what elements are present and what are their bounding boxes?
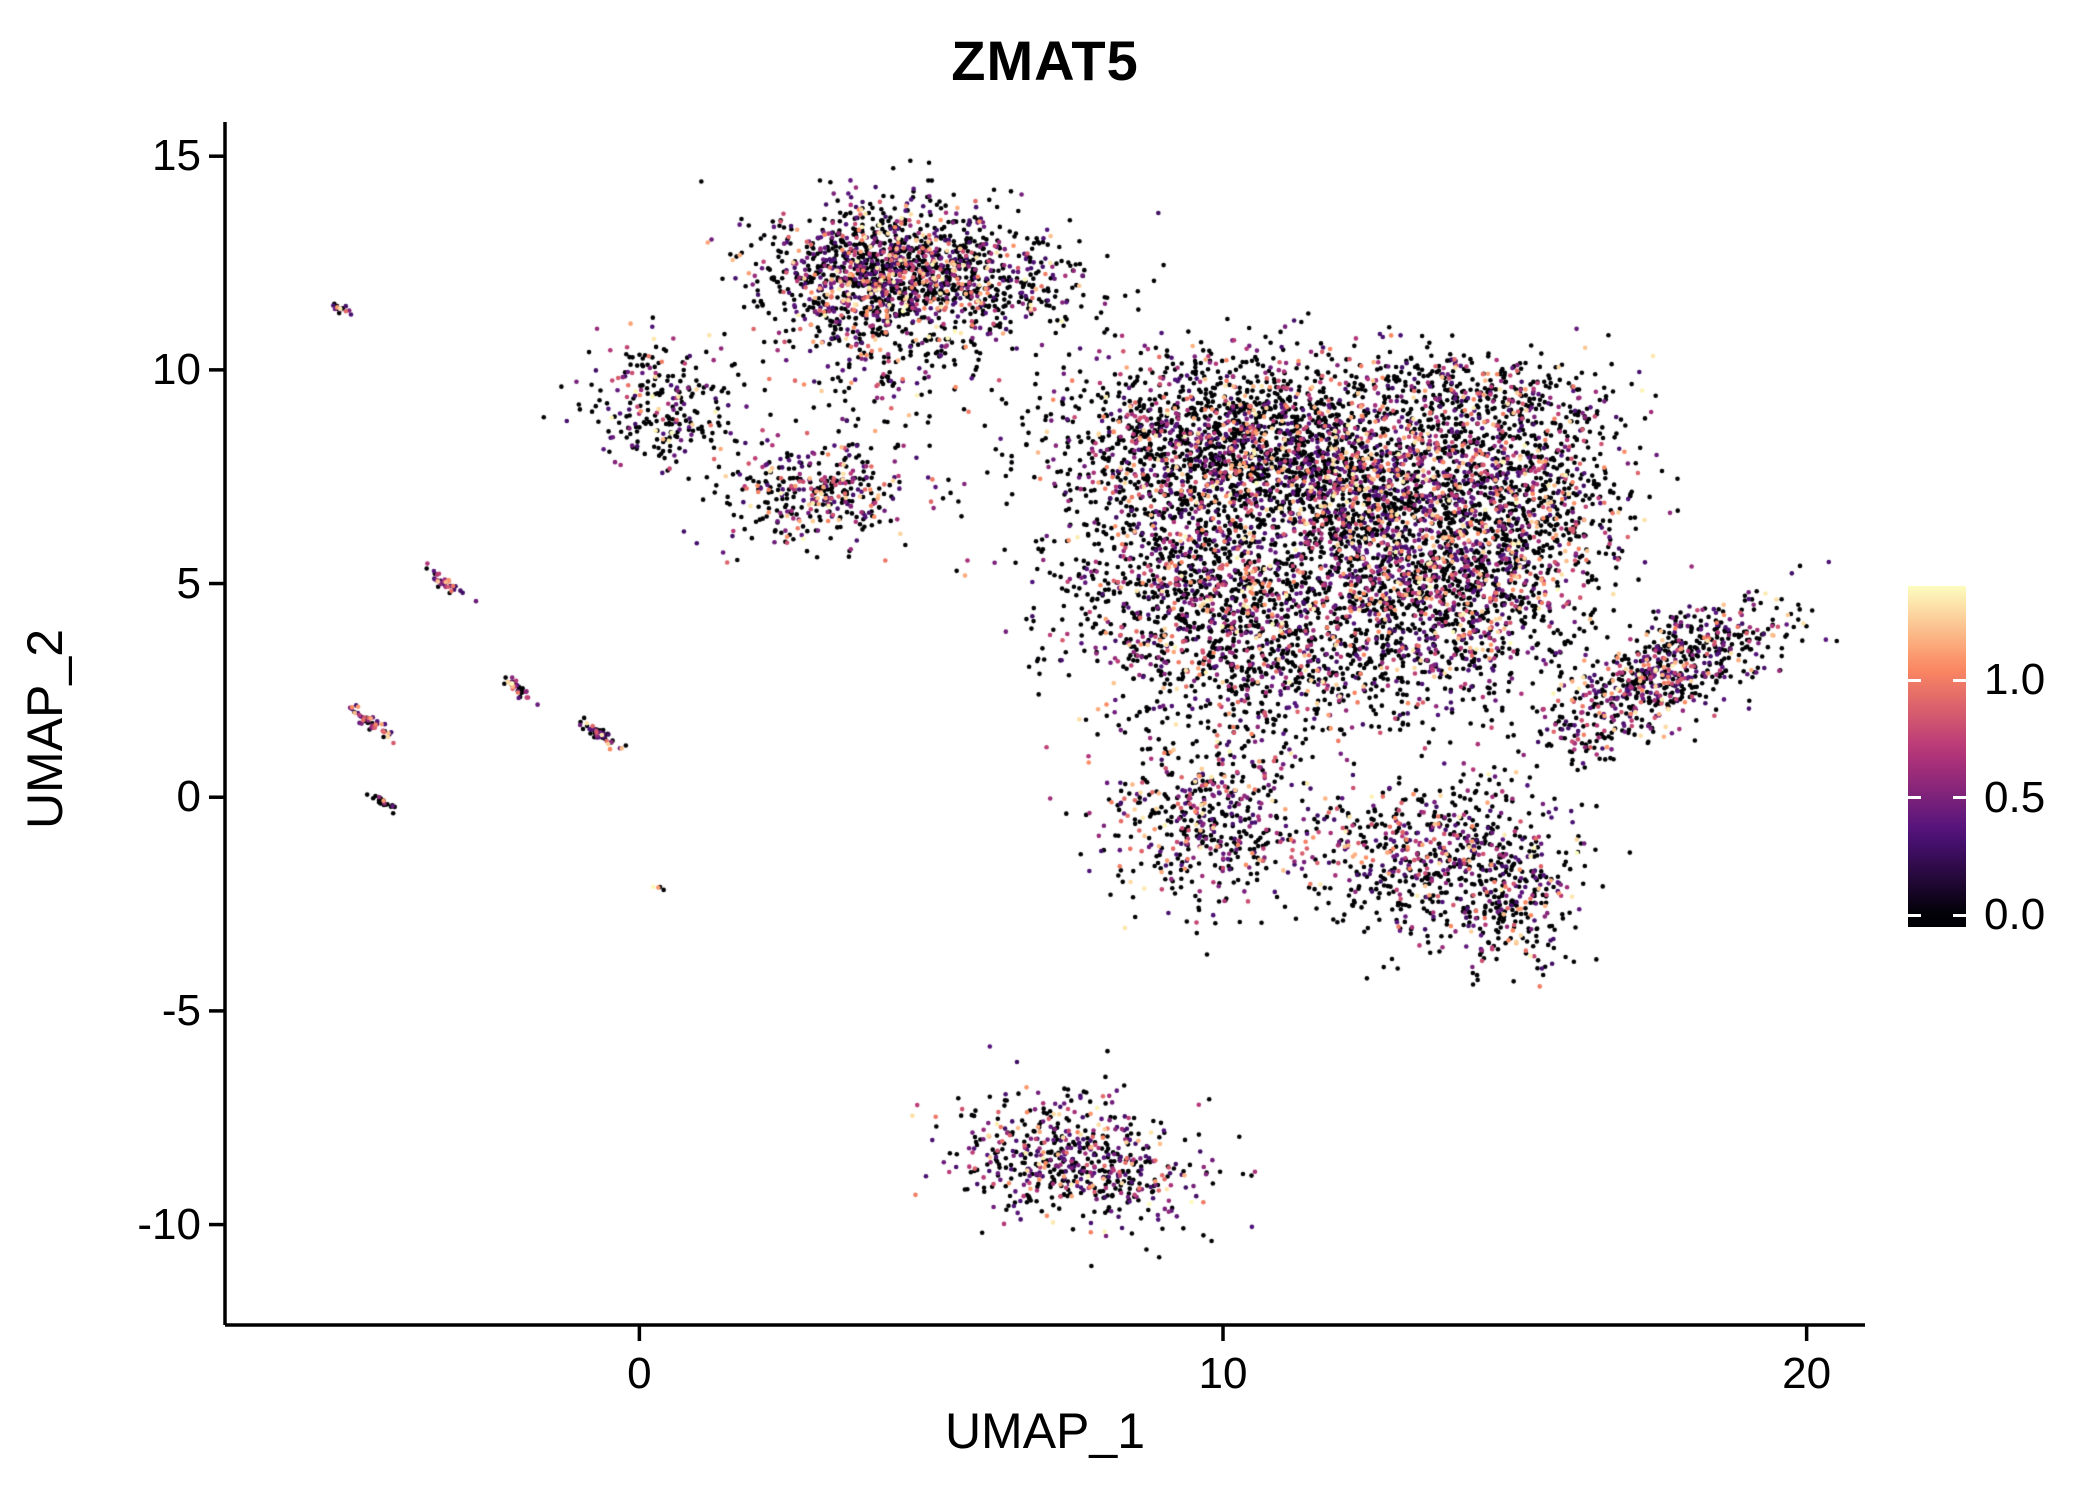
colorbar-tick-mark	[1908, 796, 1921, 800]
x-tick-label: 20	[1782, 1349, 1832, 1398]
y-tick-label: -10	[137, 1199, 201, 1249]
colorbar-tick-mark	[1908, 913, 1921, 917]
colorbar-tick-mark	[1908, 678, 1921, 682]
y-axis-title: UMAP_2	[17, 628, 73, 830]
y-tick-label: 10	[152, 344, 201, 394]
x-tick-label: 0	[627, 1349, 652, 1398]
colorbar-gradient	[1908, 586, 1966, 927]
y-tick-label: 15	[152, 131, 201, 181]
colorbar-tick-label: 0.0	[1984, 890, 2046, 940]
y-tick-label: 0	[176, 772, 201, 822]
umap-scatter-canvas	[225, 122, 1865, 1325]
colorbar-tick-label: 1.0	[1984, 655, 2046, 705]
colorbar-tick-mark	[1953, 796, 1966, 800]
x-tick-label: 10	[1198, 1349, 1248, 1398]
y-tick-label: -5	[161, 985, 201, 1035]
colorbar-tick-label: 0.5	[1984, 772, 2046, 822]
plot-title: ZMAT5	[951, 29, 1139, 92]
x-axis-title: UMAP_1	[944, 1403, 1146, 1459]
colorbar-tick-mark	[1953, 678, 1966, 682]
y-tick-label: 5	[176, 558, 201, 608]
colorbar-tick-mark	[1953, 913, 1966, 917]
